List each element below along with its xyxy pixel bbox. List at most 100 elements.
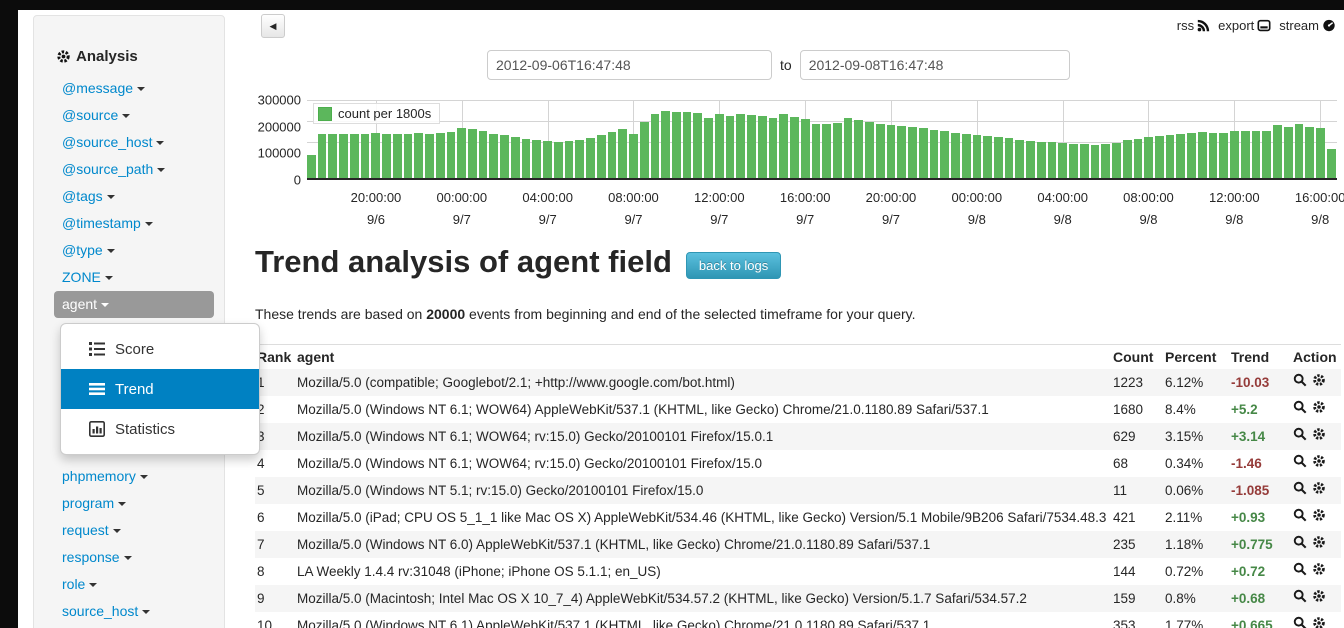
histogram-bar[interactable] — [553, 141, 563, 178]
histogram-bar[interactable] — [650, 114, 660, 178]
sidebar-item-ZONE[interactable]: ZONE — [56, 264, 214, 291]
histogram-bar[interactable] — [639, 122, 649, 178]
histogram-bar[interactable] — [1251, 131, 1261, 178]
histogram-bar[interactable] — [918, 128, 928, 178]
gear-icon[interactable] — [1312, 562, 1326, 581]
histogram-bar[interactable] — [575, 140, 585, 178]
histogram-bar[interactable] — [1122, 140, 1132, 178]
histogram-bar[interactable] — [478, 131, 488, 178]
sidebar-item-type[interactable]: @type — [56, 237, 214, 264]
histogram-bar[interactable] — [1197, 132, 1207, 178]
histogram-bar[interactable] — [1036, 141, 1046, 178]
dropdown-item-statistics[interactable]: Statistics — [61, 409, 259, 449]
time-to-input[interactable] — [799, 50, 1070, 80]
histogram-bar[interactable] — [1058, 143, 1068, 178]
sidebar-item-timestamp[interactable]: @timestamp — [56, 210, 214, 237]
gear-icon[interactable] — [1312, 508, 1326, 527]
sidebar-item-agent[interactable]: agent — [54, 291, 214, 318]
histogram-bar[interactable] — [1015, 139, 1025, 178]
sidebar-item-source[interactable]: @source — [56, 102, 214, 129]
histogram-bar[interactable] — [1155, 135, 1164, 178]
histogram-bar[interactable] — [897, 125, 907, 178]
histogram-bar[interactable] — [1165, 134, 1175, 178]
histogram-bar[interactable] — [1305, 127, 1315, 178]
histogram-bar[interactable] — [661, 111, 670, 178]
histogram-bar[interactable] — [1262, 130, 1272, 178]
histogram-bar[interactable] — [940, 131, 950, 178]
histogram-bar[interactable] — [757, 115, 767, 178]
time-from-input[interactable] — [487, 50, 772, 80]
histogram-bar[interactable] — [1187, 132, 1196, 178]
histogram-bar[interactable] — [392, 133, 402, 178]
histogram-bar[interactable] — [1144, 137, 1154, 178]
gear-icon[interactable] — [1312, 373, 1326, 392]
histogram-bar[interactable] — [972, 134, 982, 178]
gear-icon[interactable] — [1312, 616, 1326, 628]
sidebar-item-program[interactable]: program — [56, 490, 214, 517]
search-icon[interactable] — [1293, 589, 1307, 608]
gear-icon[interactable] — [1312, 535, 1326, 554]
histogram-bar[interactable] — [994, 137, 1003, 178]
histogram-bar[interactable] — [714, 113, 724, 178]
histogram-bar[interactable] — [532, 140, 542, 178]
histogram-bar[interactable] — [339, 134, 348, 178]
sidebar-item-tags[interactable]: @tags — [56, 183, 214, 210]
search-icon[interactable] — [1293, 562, 1307, 581]
histogram-bar[interactable] — [800, 118, 810, 178]
sidebar-item-sourcehost[interactable]: source_host — [56, 598, 214, 625]
histogram-bar[interactable] — [1294, 123, 1304, 178]
histogram-bar[interactable] — [1004, 138, 1014, 178]
histogram-bar[interactable] — [349, 133, 359, 178]
histogram-bar[interactable] — [446, 132, 456, 178]
histogram-bar[interactable] — [1176, 133, 1186, 178]
histogram-bar[interactable] — [886, 125, 896, 178]
histogram-bar[interactable] — [843, 117, 853, 178]
histogram-bar[interactable] — [961, 133, 971, 178]
histogram-bar[interactable] — [564, 141, 574, 178]
histogram-bar[interactable] — [360, 133, 370, 178]
histogram-bar[interactable] — [1133, 138, 1143, 178]
histogram-bar[interactable] — [468, 129, 477, 178]
gear-icon[interactable] — [1312, 589, 1326, 608]
search-icon[interactable] — [1293, 400, 1307, 419]
search-icon[interactable] — [1293, 427, 1307, 446]
histogram-bar[interactable] — [736, 114, 746, 178]
histogram-bar[interactable] — [510, 136, 520, 178]
top-link-export[interactable]: export — [1218, 18, 1271, 33]
histogram-bar[interactable] — [747, 114, 756, 178]
search-icon[interactable] — [1293, 454, 1307, 473]
histogram-bar[interactable] — [457, 128, 467, 178]
histogram-bar[interactable] — [629, 133, 638, 178]
sidebar-item-response[interactable]: response — [56, 544, 214, 571]
gear-icon[interactable] — [1312, 481, 1326, 500]
histogram-bar[interactable] — [1047, 142, 1057, 178]
histogram-bar[interactable] — [586, 138, 595, 178]
sidebar-item-sourcepath[interactable]: @source_path — [56, 156, 214, 183]
histogram-bar[interactable] — [489, 134, 499, 178]
histogram-bar[interactable] — [435, 132, 445, 178]
histogram-bar[interactable] — [371, 133, 381, 178]
sidebar-item-request[interactable]: request — [56, 517, 214, 544]
histogram-bar[interactable] — [854, 120, 864, 178]
histogram-bar[interactable] — [1273, 124, 1282, 178]
histogram-bar[interactable] — [317, 134, 327, 178]
histogram-bar[interactable] — [328, 133, 338, 178]
histogram-bar[interactable] — [790, 116, 799, 178]
histogram-bar[interactable] — [1283, 126, 1293, 178]
histogram-bar[interactable] — [725, 115, 735, 178]
top-link-stream[interactable]: stream — [1279, 18, 1336, 33]
histogram-bar[interactable] — [1208, 132, 1218, 178]
histogram-bar[interactable] — [811, 123, 821, 178]
histogram-bar[interactable] — [875, 124, 885, 178]
histogram-bar[interactable] — [983, 135, 992, 178]
histogram-bar[interactable] — [779, 114, 789, 178]
search-icon[interactable] — [1293, 616, 1307, 628]
histogram-bar[interactable] — [865, 122, 874, 178]
histogram-bar[interactable] — [693, 113, 703, 178]
sidebar-item-sourcehost[interactable]: @source_host — [56, 129, 214, 156]
histogram-bar[interactable] — [951, 132, 960, 178]
histogram-bar[interactable] — [1069, 143, 1078, 178]
histogram-bar[interactable] — [768, 117, 778, 178]
dropdown-item-score[interactable]: Score — [61, 329, 259, 369]
histogram-bar[interactable] — [521, 139, 531, 178]
